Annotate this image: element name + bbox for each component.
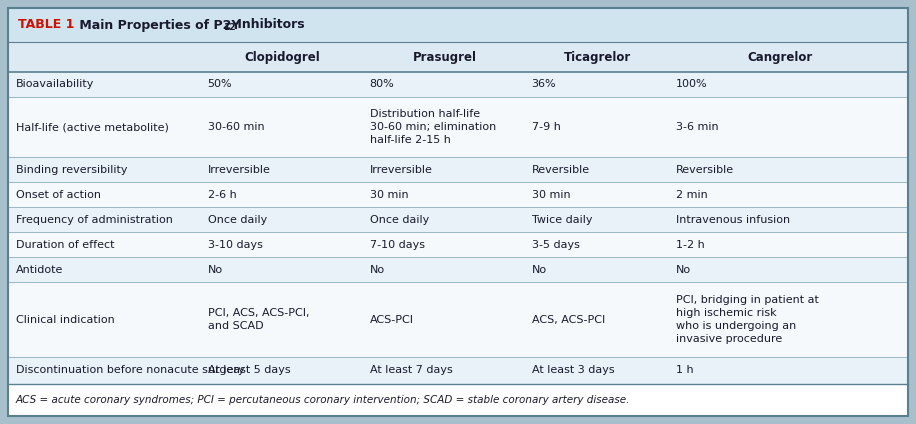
Text: Once daily: Once daily xyxy=(369,215,429,225)
Bar xyxy=(8,182,908,207)
Text: 2-6 h: 2-6 h xyxy=(208,190,236,200)
Text: 3-10 days: 3-10 days xyxy=(208,240,262,250)
Text: 2 min: 2 min xyxy=(675,190,707,200)
Text: 100%: 100% xyxy=(675,79,707,89)
Text: Discontinuation before nonacute surgery: Discontinuation before nonacute surgery xyxy=(16,365,245,376)
Text: 12: 12 xyxy=(223,23,235,33)
Text: Irreversible: Irreversible xyxy=(369,165,432,175)
Text: At least 5 days: At least 5 days xyxy=(208,365,290,376)
Text: At least 7 days: At least 7 days xyxy=(369,365,453,376)
Bar xyxy=(8,282,908,357)
Bar xyxy=(8,207,908,232)
Text: ACS-PCI: ACS-PCI xyxy=(369,315,413,324)
Text: 1 h: 1 h xyxy=(675,365,693,376)
Text: 3-6 min: 3-6 min xyxy=(675,122,718,132)
Text: No: No xyxy=(675,265,691,275)
Text: TABLE 1: TABLE 1 xyxy=(18,19,74,31)
Text: Onset of action: Onset of action xyxy=(16,190,101,200)
Bar xyxy=(8,42,908,72)
Text: Main Properties of P2Y: Main Properties of P2Y xyxy=(75,19,240,31)
Text: Reversible: Reversible xyxy=(531,165,590,175)
Text: Reversible: Reversible xyxy=(675,165,734,175)
Bar xyxy=(8,357,908,384)
Text: No: No xyxy=(531,265,547,275)
Bar xyxy=(8,157,908,182)
Bar xyxy=(8,8,908,42)
Text: 36%: 36% xyxy=(531,79,556,89)
Bar xyxy=(8,384,908,416)
Text: At least 3 days: At least 3 days xyxy=(531,365,614,376)
Text: 50%: 50% xyxy=(208,79,232,89)
Text: 30-60 min: 30-60 min xyxy=(208,122,264,132)
Text: ACS, ACS-PCI: ACS, ACS-PCI xyxy=(531,315,605,324)
Text: Antidote: Antidote xyxy=(16,265,63,275)
Text: Twice daily: Twice daily xyxy=(531,215,592,225)
Text: Distribution half-life
30-60 min; elimination
half-life 2-15 h: Distribution half-life 30-60 min; elimin… xyxy=(369,109,496,145)
Text: PCI, bridging in patient at
high ischemic risk
who is undergoing an
invasive pro: PCI, bridging in patient at high ischemi… xyxy=(675,296,818,344)
Bar xyxy=(8,97,908,157)
Text: 1-2 h: 1-2 h xyxy=(675,240,704,250)
Text: Cangrelor: Cangrelor xyxy=(747,50,812,64)
Text: 3-5 days: 3-5 days xyxy=(531,240,580,250)
Text: Ticagrelor: Ticagrelor xyxy=(564,50,631,64)
Text: Once daily: Once daily xyxy=(208,215,267,225)
Bar xyxy=(8,72,908,97)
Text: No: No xyxy=(208,265,223,275)
Text: Binding reversibility: Binding reversibility xyxy=(16,165,127,175)
Text: Inhibitors: Inhibitors xyxy=(233,19,305,31)
Text: ACS = acute coronary syndromes; PCI = percutaneous coronary intervention; SCAD =: ACS = acute coronary syndromes; PCI = pe… xyxy=(16,395,630,405)
Text: 30 min: 30 min xyxy=(531,190,570,200)
Text: PCI, ACS, ACS-PCI,
and SCAD: PCI, ACS, ACS-PCI, and SCAD xyxy=(208,308,309,331)
Text: 80%: 80% xyxy=(369,79,394,89)
Bar xyxy=(8,232,908,257)
Text: 7-9 h: 7-9 h xyxy=(531,122,561,132)
Text: Frequency of administration: Frequency of administration xyxy=(16,215,173,225)
Text: 30 min: 30 min xyxy=(369,190,409,200)
Text: 7-10 days: 7-10 days xyxy=(369,240,424,250)
Text: Clinical indication: Clinical indication xyxy=(16,315,114,324)
Bar xyxy=(8,257,908,282)
Text: Duration of effect: Duration of effect xyxy=(16,240,114,250)
Text: Half-life (active metabolite): Half-life (active metabolite) xyxy=(16,122,169,132)
Text: Clopidogrel: Clopidogrel xyxy=(245,50,321,64)
Text: Intravenous infusion: Intravenous infusion xyxy=(675,215,790,225)
Text: Prasugrel: Prasugrel xyxy=(412,50,476,64)
Text: Bioavailability: Bioavailability xyxy=(16,79,94,89)
Text: No: No xyxy=(369,265,385,275)
Text: Irreversible: Irreversible xyxy=(208,165,270,175)
